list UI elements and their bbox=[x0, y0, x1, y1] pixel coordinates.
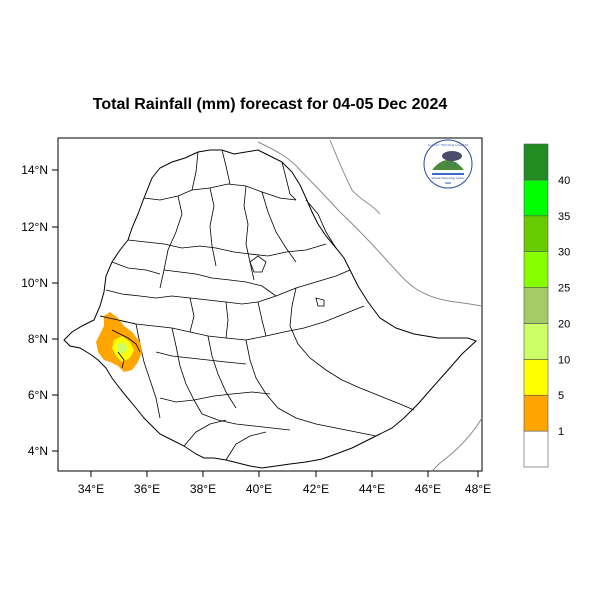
colorbar-label: 1 bbox=[558, 426, 564, 438]
coastline-north bbox=[329, 139, 381, 215]
colorbar-swatch bbox=[523, 215, 549, 252]
lon-tick-label: 34°E bbox=[78, 482, 104, 496]
country-outline bbox=[63, 149, 477, 469]
logo-abbr: EMI bbox=[445, 181, 451, 185]
colorbar-swatch bbox=[523, 323, 549, 360]
lon-tick-label: 48°E bbox=[465, 482, 491, 496]
colorbar-label: 20 bbox=[558, 318, 570, 330]
lat-tick-label: 10°N bbox=[21, 276, 48, 290]
colorbar-swatch bbox=[523, 143, 549, 181]
logo-arc-text: የኢትዮጵያ ሜቲዮሮሎጂ ኢንስቲትዩት bbox=[428, 143, 469, 147]
coastline bbox=[257, 141, 483, 307]
admin-boundaries bbox=[99, 149, 415, 461]
rainfall-shading bbox=[96, 312, 142, 372]
colorbar-swatch bbox=[523, 287, 549, 324]
lon-axis: 34°E 36°E 38°E 40°E 42°E 44°E 46°E 48°E bbox=[78, 471, 491, 496]
lon-tick-label: 38°E bbox=[190, 482, 216, 496]
lat-tick-label: 8°N bbox=[28, 332, 48, 346]
colorbar-label: 5 bbox=[558, 390, 564, 402]
rainfall-area-heavy bbox=[118, 342, 128, 354]
lon-tick-label: 44°E bbox=[359, 482, 385, 496]
colorbar-label: 10 bbox=[558, 354, 570, 366]
map-title: Total Rainfall (mm) forecast for 04-05 D… bbox=[92, 96, 448, 113]
lat-tick-label: 4°N bbox=[28, 444, 48, 458]
colorbar-swatch bbox=[523, 251, 549, 288]
colorbar-swatch bbox=[523, 394, 549, 432]
lon-tick-label: 42°E bbox=[303, 482, 329, 496]
lon-tick-label: 40°E bbox=[246, 482, 272, 496]
lat-tick-label: 12°N bbox=[21, 220, 48, 234]
colorbar: 1 5 10 20 25 30 35 40 bbox=[523, 143, 570, 468]
colorbar-label: 40 bbox=[558, 175, 570, 187]
colorbar-swatch bbox=[523, 430, 549, 468]
lat-axis: 14°N 12°N 10°N 8°N 6°N 4°N bbox=[21, 163, 58, 458]
lat-tick-label: 14°N bbox=[21, 163, 48, 177]
coastline-south bbox=[431, 417, 483, 472]
colorbar-label: 30 bbox=[558, 247, 570, 259]
colorbar-label: 25 bbox=[558, 283, 570, 295]
logo-name: Ethiopian Meteorology Institute bbox=[432, 177, 465, 180]
colorbar-label: 35 bbox=[558, 211, 570, 223]
colorbar-swatch bbox=[523, 359, 549, 396]
institute-logo bbox=[423, 139, 473, 189]
lon-tick-label: 46°E bbox=[415, 482, 441, 496]
lat-tick-label: 6°N bbox=[28, 388, 48, 402]
colorbar-swatch bbox=[523, 179, 549, 217]
lon-tick-label: 36°E bbox=[134, 482, 160, 496]
